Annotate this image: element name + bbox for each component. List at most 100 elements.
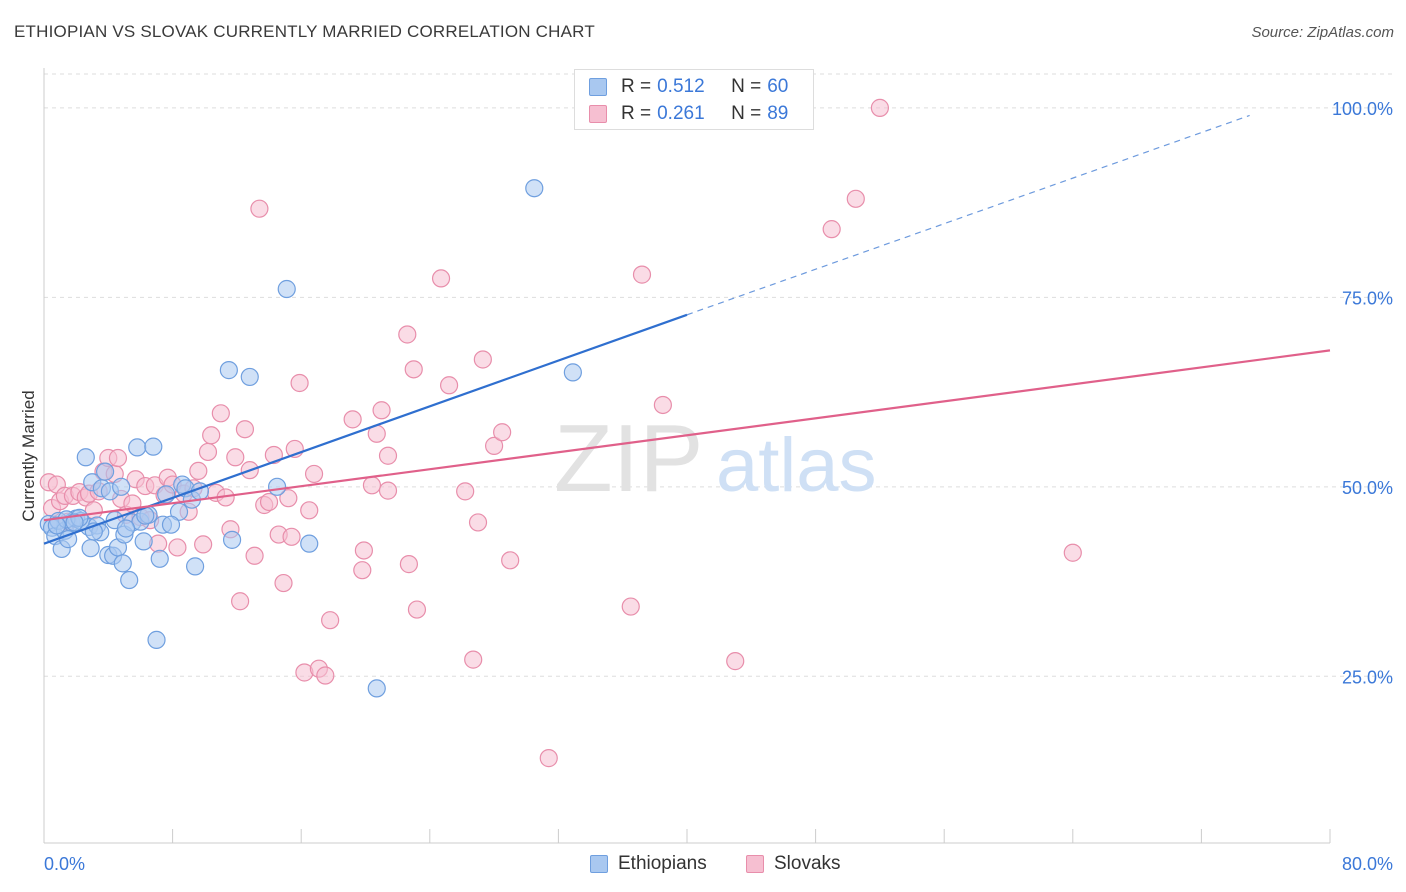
slovak-point	[456, 482, 475, 501]
y-tick-label: 50.0%	[1342, 478, 1393, 498]
slovak-point	[168, 538, 187, 557]
slovak-point	[282, 527, 301, 546]
ethiopian-point	[186, 557, 205, 576]
trend-lines	[43, 114, 1331, 545]
ethiopian-point	[116, 519, 136, 538]
legend-row-slovaks: R = 0.261 N = 89	[589, 103, 788, 125]
slovak-point	[372, 401, 391, 420]
slovak-point	[501, 551, 520, 570]
legend-n-value: 60	[767, 76, 789, 97]
ethiopian-point	[222, 530, 242, 549]
bottom-legend-ethiopians: Ethiopians	[590, 852, 707, 876]
ethiopian-point	[113, 554, 132, 573]
legend-n-label: N =	[731, 103, 762, 124]
ethiopian-point	[240, 367, 259, 387]
legend-n-label: N =	[731, 76, 762, 97]
slovak-point	[231, 592, 250, 611]
slovak-point	[321, 611, 340, 630]
slovak-point	[378, 446, 398, 465]
ethiopian-point	[161, 515, 181, 534]
x-tick-label: 0.0%	[44, 854, 85, 874]
ethiopian-point	[81, 539, 100, 558]
ethiopian-point	[112, 477, 131, 496]
chart-title: ETHIOPIAN VS SLOVAK CURRENTLY MARRIED CO…	[14, 22, 595, 41]
slovaks-swatch-icon	[589, 105, 607, 123]
slovak-point	[274, 573, 293, 593]
slovak-point	[300, 501, 319, 520]
ethiopian-point	[219, 361, 238, 380]
slovak-point	[343, 410, 362, 429]
slovak-point	[250, 199, 269, 218]
slovak-point	[304, 464, 324, 484]
slovak-point	[439, 376, 459, 395]
legend-r-value: 0.261	[657, 103, 705, 124]
ethiopians-trend-extension	[686, 114, 1250, 316]
ethiopian-point	[277, 279, 296, 299]
slovak-point	[235, 420, 255, 439]
y-tick-label: 100.0%	[1332, 99, 1393, 119]
correlation-legend: R = 0.512 N = 60 R = 0.261 N = 89	[574, 69, 814, 130]
ethiopian-point	[47, 516, 66, 535]
slovak-point	[108, 448, 128, 468]
slovak-point	[279, 489, 298, 508]
ethiopian-point	[76, 448, 95, 467]
slovak-point	[198, 442, 218, 462]
slovak-point	[354, 541, 373, 560]
ethiopian-point	[65, 513, 84, 532]
ethiopian-point	[95, 462, 115, 481]
slovak-point	[407, 600, 427, 619]
watermark-zip: ZIP	[554, 405, 703, 512]
ethiopian-point	[367, 679, 386, 698]
watermark-atlas: atlas	[716, 423, 877, 508]
legend-row-ethiopians: R = 0.512 N = 60	[589, 76, 788, 98]
slovak-point	[404, 360, 423, 379]
ethiopian-point	[267, 477, 287, 496]
ethiopians-swatch-icon	[590, 855, 608, 873]
slovak-point	[398, 325, 417, 344]
y-tick-label: 25.0%	[1342, 667, 1393, 687]
slovak-point	[822, 220, 841, 239]
slovak-point	[189, 461, 208, 480]
ethiopian-point	[128, 438, 147, 457]
ethiopian-point	[525, 179, 544, 198]
slovak-point	[259, 492, 279, 512]
legend-r-value: 0.512	[657, 76, 705, 97]
slovak-point	[539, 749, 558, 768]
slovak-point	[1063, 543, 1082, 562]
tick-labels: 25.0% 50.0% 75.0% 100.0% 0.0% 80.0%	[44, 99, 1393, 874]
slovak-point	[399, 555, 419, 574]
ethiopian-point	[150, 549, 169, 568]
slovak-point	[211, 404, 230, 423]
slovak-point	[316, 666, 335, 685]
y-tick-label: 75.0%	[1342, 288, 1393, 308]
ethiopian-point	[563, 363, 582, 382]
slovak-point	[464, 650, 483, 669]
slovak-point	[726, 652, 745, 671]
slovak-point	[362, 476, 382, 495]
legend-r-label: R =	[621, 76, 652, 97]
slovak-point	[493, 423, 512, 442]
y-axis-label: Currently Married	[19, 390, 38, 521]
bottom-legend-label: Ethiopians	[618, 853, 707, 874]
slovak-point	[468, 513, 488, 532]
slovak-point	[653, 395, 672, 415]
ethiopian-point	[120, 570, 139, 590]
slovak-point	[431, 269, 451, 288]
slovaks-trend-line	[43, 349, 1331, 522]
ethiopian-point	[144, 437, 163, 456]
legend-n-value: 89	[767, 103, 789, 124]
slovak-point	[245, 546, 264, 565]
bottom-legend-slovaks: Slovaks	[746, 852, 841, 876]
slovak-point	[202, 426, 221, 445]
slovak-point	[870, 98, 890, 117]
x-tick-label: 80.0%	[1342, 854, 1393, 874]
ethiopian-point	[147, 630, 166, 649]
ethiopian-point	[134, 532, 153, 551]
axes	[43, 68, 1331, 844]
slovak-point	[621, 597, 640, 616]
slovak-point	[194, 535, 213, 554]
ethiopians-swatch-icon	[589, 78, 607, 96]
slovak-point	[846, 189, 865, 208]
ethiopian-point	[300, 534, 319, 553]
